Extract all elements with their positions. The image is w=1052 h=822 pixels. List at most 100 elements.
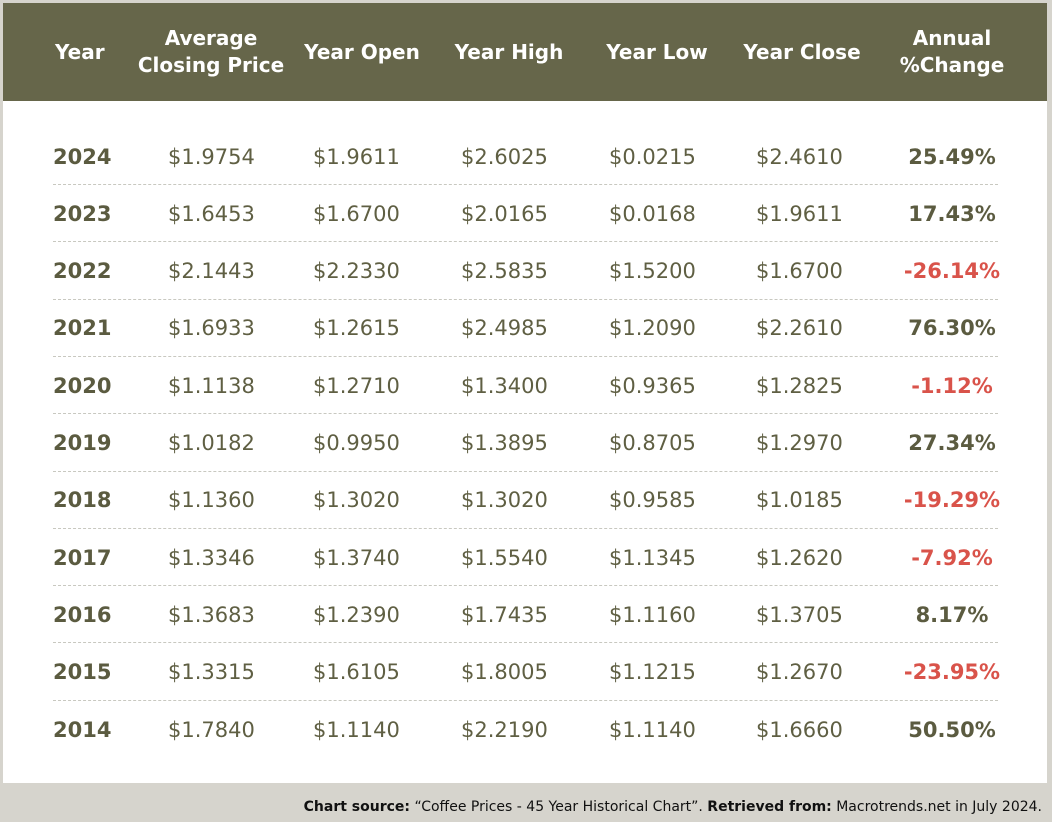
row-divider [53, 699, 998, 701]
average-closing-price-cell: $1.6453 [168, 201, 255, 226]
year-low-cell: $1.1345 [609, 545, 696, 570]
chart-source-note: Chart source: “Coffee Prices - 45 Year H… [304, 799, 1042, 815]
table-row: 2021 $1.6933 $1.2615 $2.4985 $1.2090 $2.2610 7… [3, 300, 1047, 357]
table-row: 2023 $1.6453 $1.6700 $2.0165 $0.0168 $1.9611 1… [3, 185, 1047, 243]
annual-change-cell: -19.29% [903, 488, 1001, 513]
year-low-cell: $0.0215 [609, 144, 696, 169]
price-table: Year Average Closing Price Year Open Year H… [3, 3, 1047, 783]
year-high-cell: $2.2190 [461, 717, 548, 742]
year-open-cell: $1.1140 [313, 717, 400, 742]
year-close-cell: $2.2610 [756, 316, 843, 341]
retrieved-text: Macrotrends.net in July 2024. [831, 799, 1042, 815]
average-closing-price-cell: $1.3683 [168, 602, 255, 627]
year-close-cell: $1.3705 [756, 602, 843, 627]
year-low-cell: $0.8705 [609, 431, 696, 455]
header-average-closing-price: Average Closing Price [137, 26, 285, 77]
annual-change-cell: 76.30% [908, 316, 996, 341]
year-close-cell: $1.2670 [756, 660, 843, 685]
year-close-cell: $1.9611 [756, 201, 843, 226]
table-row: 2015 $1.3315 $1.6105 $1.8005 $1.1215 $1.2670 -… [3, 644, 1047, 701]
row-divider [53, 470, 998, 472]
year-open-cell: $1.9611 [313, 144, 400, 169]
year-high-cell: $1.3895 [461, 431, 548, 455]
year-cell: 2018 [53, 488, 112, 513]
year-cell: 2022 [53, 259, 112, 284]
year-high-cell: $2.4985 [461, 316, 548, 341]
year-close-cell: $1.6700 [756, 259, 843, 284]
table-row: 2016 $1.3683 $1.2390 $1.7435 $1.1160 $1.3705 8… [3, 586, 1047, 644]
row-divider [53, 298, 998, 300]
year-cell: 2021 [53, 316, 112, 341]
average-closing-price-cell: $2.1443 [168, 259, 255, 284]
average-closing-price-cell: $1.3346 [168, 545, 255, 570]
year-cell: 2014 [53, 717, 112, 742]
annual-change-cell: 25.49% [908, 144, 996, 169]
annual-change-cell: 17.43% [908, 201, 996, 226]
table-row: 2017 $1.3346 $1.3740 $1.5540 $1.1345 $1.2620 -… [3, 529, 1047, 587]
annual-change-cell: 50.50% [908, 717, 996, 742]
source-label: Chart source: [303, 799, 411, 815]
year-high-cell: $1.5540 [461, 545, 548, 570]
year-cell: 2023 [53, 201, 112, 226]
row-divider [53, 642, 998, 644]
table-row: 2014 $1.7840 $1.1140 $2.2190 $1.1140 $1.6660 5… [3, 701, 1047, 758]
year-close-cell: $1.0185 [756, 488, 843, 513]
year-cell: 2020 [53, 373, 112, 398]
table-row: 2018 $1.1360 $1.3020 $1.3020 $0.9585 $1.0185 -… [3, 472, 1047, 529]
table-header: Year Average Closing Price Year Open Year H… [3, 3, 1047, 101]
row-divider [53, 184, 998, 185]
year-low-cell: $1.5200 [609, 259, 696, 284]
average-closing-price-cell: $1.3315 [168, 660, 255, 685]
year-open-cell: $0.9950 [313, 431, 400, 455]
source-text: “Coffee Prices - 45 Year Historical Char… [410, 799, 703, 815]
year-open-cell: $1.6105 [313, 660, 400, 685]
year-open-cell: $1.3020 [313, 488, 400, 513]
year-low-cell: $1.2090 [609, 316, 696, 341]
annual-change-cell: 27.34% [908, 431, 996, 455]
average-closing-price-cell: $1.9754 [168, 144, 255, 169]
annual-change-cell: -1.12% [911, 373, 993, 398]
year-high-cell: $1.7435 [461, 602, 548, 627]
year-close-cell: $1.6660 [756, 717, 843, 742]
table-row: 2024 $1.9754 $1.9611 $2.6025 $0.0215 $2.4610 2… [3, 128, 1047, 185]
year-low-cell: $1.1140 [609, 717, 696, 742]
year-open-cell: $1.2390 [313, 602, 400, 627]
year-low-cell: $1.1215 [609, 660, 696, 685]
year-high-cell: $2.6025 [461, 144, 548, 169]
table-row: 2020 $1.1138 $1.2710 $1.3400 $0.9365 $1.2825 -… [3, 357, 1047, 415]
annual-change-cell: -23.95% [903, 660, 1001, 685]
table-row: 2019 $1.0182 $0.9950 $1.3895 $0.8705 $1.2970 2… [3, 415, 1047, 472]
year-high-cell: $1.3020 [461, 488, 548, 513]
year-close-cell: $1.2970 [756, 431, 843, 455]
header-year-low: Year Low [606, 39, 708, 64]
header-year-open: Year Open [304, 39, 420, 64]
year-high-cell: $1.3400 [461, 373, 548, 398]
year-cell: 2017 [53, 545, 112, 570]
year-open-cell: $1.2710 [313, 373, 400, 398]
average-closing-price-cell: $1.0182 [168, 431, 255, 455]
row-divider [53, 413, 998, 415]
year-cell: 2019 [53, 431, 112, 455]
year-open-cell: $1.6700 [313, 201, 400, 226]
year-cell: 2015 [53, 660, 112, 685]
year-cell: 2024 [53, 144, 112, 169]
average-closing-price-cell: $1.7840 [168, 717, 255, 742]
year-open-cell: $1.3740 [313, 545, 400, 570]
year-open-cell: $1.2615 [313, 316, 400, 341]
year-open-cell: $2.2330 [313, 259, 400, 284]
retrieved-label: Retrieved from: [707, 799, 832, 815]
row-divider [53, 585, 998, 587]
year-high-cell: $2.5835 [461, 259, 548, 284]
annual-change-cell: 8.17% [915, 602, 989, 627]
average-closing-price-cell: $1.1360 [168, 488, 255, 513]
header-year-close: Year Close [743, 39, 861, 64]
year-close-cell: $1.2620 [756, 545, 843, 570]
year-low-cell: $0.0168 [609, 201, 696, 226]
year-high-cell: $2.0165 [461, 201, 548, 226]
average-closing-price-cell: $1.1138 [168, 373, 255, 398]
annual-change-cell: -7.92% [911, 545, 993, 570]
row-divider [53, 355, 998, 357]
year-low-cell: $0.9585 [609, 488, 696, 513]
header-annual-change: Annual %Change [899, 26, 1005, 77]
year-close-cell: $2.4610 [756, 144, 843, 169]
